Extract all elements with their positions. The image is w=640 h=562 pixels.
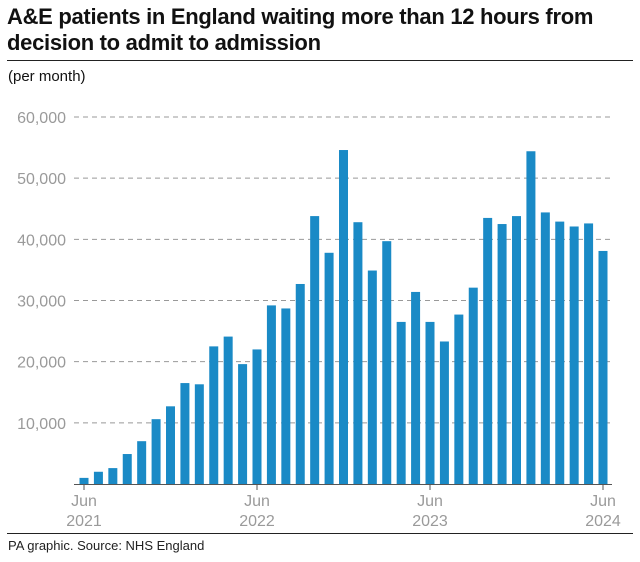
x-tick-label-month: Jun: [244, 493, 270, 510]
unit-note: (per month): [8, 68, 86, 85]
bar: [266, 305, 276, 484]
x-tick-label-year: 2023: [412, 513, 448, 530]
x-tick-label-year: 2022: [239, 513, 275, 530]
bar: [209, 346, 219, 484]
bar: [137, 441, 147, 484]
bar: [411, 291, 421, 484]
x-tick-label-month: Jun: [71, 493, 97, 510]
bar: [180, 383, 190, 484]
bar: [324, 252, 334, 484]
bar: [353, 222, 363, 484]
x-tick-label-year: 2021: [66, 513, 102, 530]
bar: [598, 250, 608, 484]
bar: [93, 471, 103, 484]
bar: [526, 151, 536, 484]
x-tick-label-month: Jun: [417, 493, 443, 510]
y-tick-label: 50,000: [17, 171, 66, 188]
y-tick-label: 40,000: [17, 232, 66, 249]
bar: [194, 384, 204, 484]
bar: [339, 150, 348, 484]
bar: [483, 217, 493, 485]
bar: [223, 336, 233, 484]
y-axis-tick-labels: 10,000 20,000 30,000 40,000 50,000 60,000: [17, 110, 66, 433]
bar: [569, 226, 579, 484]
chart-title: A&E patients in England waiting more tha…: [7, 4, 594, 55]
bar: [252, 349, 262, 484]
bar: [396, 321, 406, 484]
bar: [108, 468, 118, 484]
x-tick-label-month: Jun: [590, 493, 616, 510]
y-tick-label: 20,000: [17, 355, 66, 372]
bar: [454, 314, 464, 484]
bars: [79, 150, 608, 485]
x-tick-label-year: 2024: [585, 513, 621, 530]
x-axis-ticks: Jun 2021 Jun 2022 Jun 2023 Jun 2024: [66, 484, 621, 530]
bar: [295, 283, 305, 484]
y-tick-label: 10,000: [17, 416, 66, 433]
bar: [468, 287, 478, 484]
bar: [555, 221, 565, 484]
bar: [238, 364, 248, 484]
bar: [497, 224, 507, 484]
bar: [382, 241, 392, 484]
bar: [512, 216, 521, 484]
top-divider: [7, 60, 633, 61]
bar: [122, 454, 132, 484]
bottom-divider: [7, 533, 633, 534]
bar: [281, 308, 291, 484]
y-tick-label: 60,000: [17, 110, 66, 127]
bar: [79, 477, 89, 484]
source-note: PA graphic. Source: NHS England: [8, 538, 205, 553]
bar: [310, 216, 320, 484]
bar: [425, 321, 435, 484]
bar: [584, 223, 594, 484]
bar: [166, 406, 175, 484]
bar: [540, 212, 550, 485]
y-tick-label: 30,000: [17, 294, 66, 311]
bar: [439, 341, 449, 484]
bar: [151, 419, 161, 484]
bar: [367, 270, 377, 484]
